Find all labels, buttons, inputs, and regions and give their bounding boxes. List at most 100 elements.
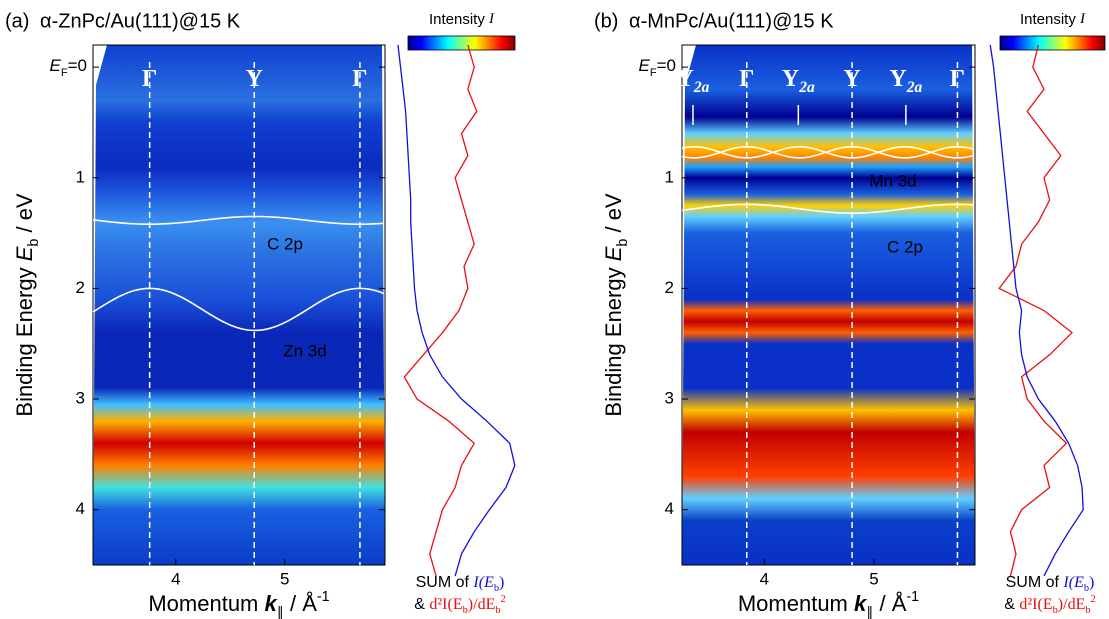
- text-part: E: [601, 246, 626, 261]
- plot-frame: [681, 44, 976, 566]
- text-part: b: [1084, 583, 1089, 594]
- panel-label: (a): [5, 10, 29, 32]
- chart-title: α-MnPc/Au(111)@15 K: [629, 10, 834, 32]
- plot-frame: [92, 44, 386, 566]
- x-tick-label: 5: [280, 569, 289, 588]
- sym-label: Y2a: [782, 66, 815, 97]
- text-part: )/dE: [1058, 596, 1086, 613]
- y-tick-label: 1: [665, 167, 674, 186]
- text-part: d²I(E: [1019, 596, 1052, 613]
- text-part: b: [494, 583, 499, 594]
- text-part: =0: [657, 57, 676, 76]
- text-part: SUM of: [1006, 574, 1064, 591]
- sym-label: Γ: [950, 66, 965, 92]
- text-part: / eV: [12, 193, 37, 239]
- text-part: Y: [843, 66, 860, 92]
- y-tick-label: 2: [665, 278, 674, 297]
- y-tick-label: 4: [76, 499, 85, 518]
- text-part: Γ: [352, 66, 367, 92]
- text-part: I: [1079, 11, 1086, 27]
- text-part: I(E: [1062, 574, 1084, 591]
- band-annotation: C 2p: [887, 237, 923, 256]
- x-tick-label: 4: [760, 569, 769, 588]
- text-part: Intensity: [1020, 11, 1080, 28]
- text-part: b: [495, 605, 500, 616]
- text-part: -1: [317, 589, 330, 605]
- y-axis-label: Binding Energy Eb / eV: [601, 193, 631, 417]
- dispersion-guide: [92, 287, 385, 332]
- text-part: d²I(E: [429, 596, 462, 613]
- text-part: Binding Energy: [601, 261, 626, 416]
- x-tick-label: 4: [171, 569, 180, 588]
- text-part: E: [50, 57, 62, 76]
- text-part: ): [499, 574, 504, 591]
- text-part: Y: [889, 66, 906, 92]
- text-part: F: [61, 67, 68, 79]
- y-tick-label: 3: [665, 389, 674, 408]
- text-part: b: [1085, 605, 1090, 616]
- text-part: E: [12, 246, 37, 261]
- d2-profile: [998, 44, 1073, 577]
- x-axis-label: Momentum k∥ / Å-1: [148, 589, 329, 619]
- text-part: k: [265, 591, 279, 616]
- d2-profile: [403, 44, 478, 577]
- text-part: SUM of: [416, 574, 474, 591]
- legend-sum: SUM of I(Eb): [1006, 574, 1095, 594]
- intensity-map: [93, 45, 385, 565]
- text-part: ): [1089, 574, 1094, 591]
- text-part: 2: [1091, 594, 1096, 605]
- text-part: b: [615, 239, 631, 247]
- sym-label: Y2a: [889, 66, 922, 97]
- intensity-map: [682, 45, 975, 565]
- y-axis-label: Binding Energy Eb / eV: [12, 193, 42, 417]
- text-part: / Å: [873, 591, 906, 616]
- text-part: 2a: [906, 79, 923, 96]
- y-tick-label: EF=0: [639, 57, 676, 79]
- dispersion-guide: [681, 145, 974, 159]
- dispersion-guide: [681, 203, 974, 214]
- text-part: =0: [68, 57, 87, 76]
- chart-title: α-ZnPc/Au(111)@15 K: [40, 10, 241, 32]
- text-part: b: [463, 605, 468, 616]
- dispersion-guide: [681, 145, 974, 159]
- text-part: ∥: [277, 605, 284, 619]
- text-part: )/dE: [468, 596, 496, 613]
- text-part: Momentum: [148, 591, 264, 616]
- text-part: I: [488, 11, 495, 27]
- y-tick-label: 1: [76, 167, 85, 186]
- x-tick-label: 5: [869, 569, 878, 588]
- text-part: Binding Energy: [12, 261, 37, 416]
- dispersion-guide: [92, 215, 385, 226]
- text-part: b: [26, 239, 42, 247]
- sym-label: Y: [246, 66, 263, 92]
- panel-label: (b): [594, 10, 618, 32]
- text-part: Γ: [739, 66, 754, 92]
- text-part: / Å: [284, 591, 317, 616]
- text-part: &: [1004, 596, 1019, 613]
- text-part: b: [1053, 605, 1058, 616]
- text-part: 2: [501, 594, 506, 605]
- text-part: ∥: [866, 605, 873, 619]
- sum-profile: [989, 44, 1084, 577]
- band-annotation: Zn 3d: [283, 341, 326, 360]
- text-part: &: [414, 596, 429, 613]
- legend-sum: SUM of I(Eb): [416, 574, 505, 594]
- text-part: k: [854, 591, 868, 616]
- y-tick-label: EF=0: [50, 57, 87, 79]
- legend-d2: & d²I(Eb)/dEb2: [414, 594, 506, 616]
- text-part: Intensity: [429, 11, 489, 28]
- text-part: 2a: [693, 79, 710, 96]
- sym-label: Y: [843, 66, 860, 92]
- text-part: -1: [906, 589, 919, 605]
- sym-label: Γ: [352, 66, 367, 92]
- y-tick-label: 4: [665, 499, 674, 518]
- text-part: F: [650, 67, 657, 79]
- legend-d2: & d²I(Eb)/dEb2: [1004, 594, 1096, 616]
- band-annotation: C 2p: [267, 234, 303, 253]
- text-part: 2a: [798, 79, 815, 96]
- sym-label: Γ: [142, 66, 157, 92]
- colorbar: [407, 35, 516, 51]
- y-tick-label: 2: [76, 278, 85, 297]
- y-tick-label: 3: [76, 389, 85, 408]
